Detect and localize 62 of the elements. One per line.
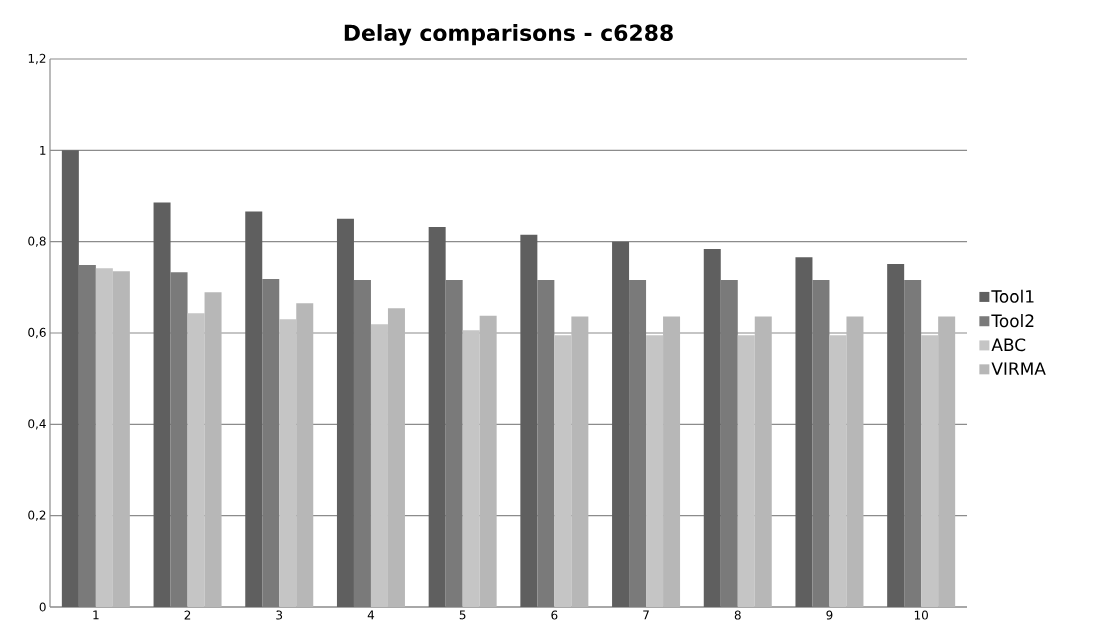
x-tick-label: 10 <box>914 610 928 620</box>
bar <box>78 264 96 607</box>
bar <box>887 264 905 607</box>
bar <box>153 202 171 607</box>
bar <box>646 335 664 607</box>
y-tick-label: 1 <box>40 145 46 155</box>
bar <box>279 319 297 607</box>
y-tick-label: 0 <box>39 602 46 612</box>
bar <box>204 292 222 607</box>
legend-label: VIRMA <box>991 362 1046 375</box>
x-tick-label: 2 <box>184 610 191 620</box>
bar <box>829 335 847 607</box>
bar <box>612 241 630 607</box>
bar <box>262 279 280 607</box>
x-tick-label: 7 <box>643 610 649 620</box>
bar <box>537 280 555 607</box>
bar <box>720 280 738 607</box>
bar <box>387 308 405 607</box>
y-tick-label: 0,6 <box>28 327 46 339</box>
bar <box>921 335 939 607</box>
x-tick-label: 9 <box>826 610 833 620</box>
x-tick-label: 4 <box>367 610 375 620</box>
bar <box>112 271 130 607</box>
legend-label: Tool2 <box>991 314 1034 328</box>
x-tick-label: 8 <box>734 610 741 620</box>
y-tick-label: 0,4 <box>28 419 46 430</box>
bar <box>904 280 922 607</box>
y-tick-label: 0,8 <box>28 236 46 247</box>
bar <box>370 324 388 607</box>
bar <box>428 227 446 607</box>
bar <box>520 234 538 607</box>
x-tick-label: 1 <box>93 610 99 620</box>
x-tick-label: 5 <box>459 610 466 620</box>
x-tick-label: 3 <box>276 610 283 620</box>
bar <box>812 280 830 607</box>
bar <box>554 335 572 607</box>
bar <box>938 316 956 607</box>
bar <box>353 280 371 607</box>
bar <box>462 330 480 607</box>
bar <box>296 303 314 607</box>
bar <box>663 316 681 607</box>
bar <box>170 272 188 607</box>
bar <box>795 257 813 607</box>
bar <box>571 316 589 607</box>
bar <box>187 313 205 607</box>
bar <box>95 268 113 607</box>
bar <box>629 280 647 607</box>
legend-label: ABC <box>991 338 1026 352</box>
bar <box>754 316 772 607</box>
y-tick-label: 0,2 <box>28 510 46 521</box>
bar <box>61 150 79 607</box>
legend-label: Tool1 <box>991 289 1034 303</box>
bar <box>737 335 755 607</box>
bar <box>445 280 463 607</box>
chart-title: Delay comparisons - c6288 <box>344 24 673 46</box>
bar <box>703 248 721 607</box>
bar <box>846 316 864 607</box>
y-tick-label: 1,2 <box>28 53 46 65</box>
bar <box>479 315 497 607</box>
bar <box>245 211 263 607</box>
x-tick-label: 6 <box>551 610 558 620</box>
bar <box>336 218 354 607</box>
